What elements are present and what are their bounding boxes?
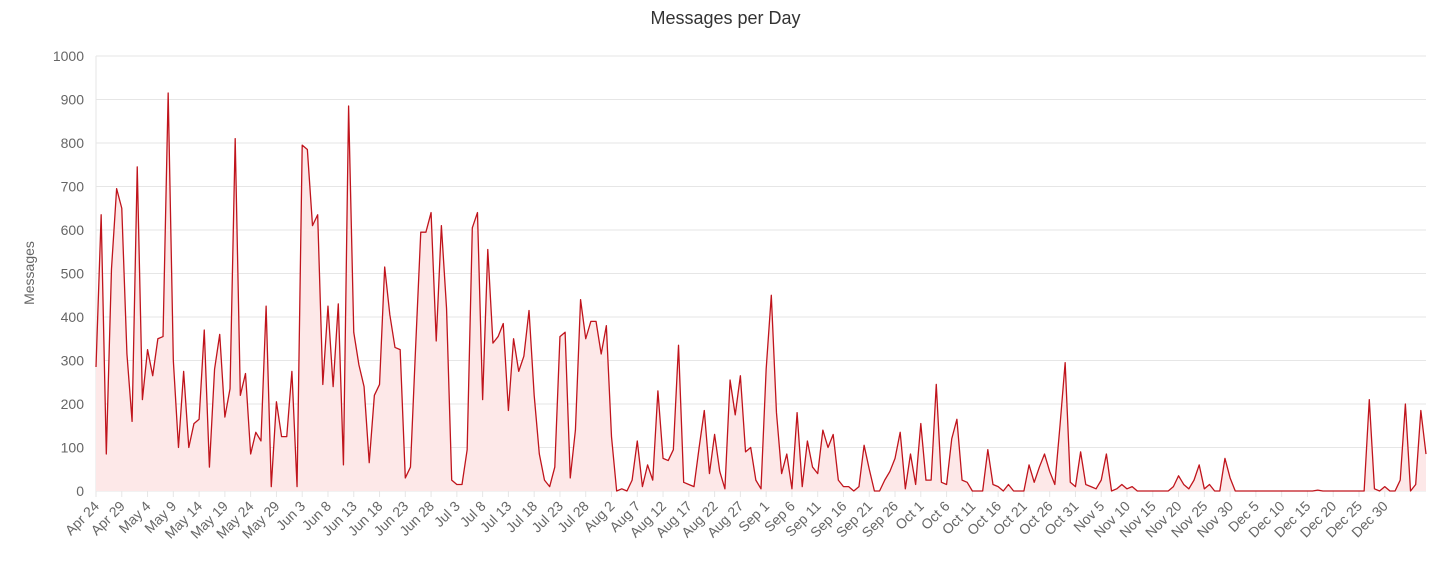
y-tick-label: 500	[61, 266, 85, 282]
chart-title: Messages per Day	[650, 8, 801, 28]
y-axis-label: Messages	[21, 241, 37, 305]
y-tick-label: 1000	[53, 48, 84, 64]
y-tick-label: 800	[61, 135, 85, 151]
y-axis-ticks: 0 100 200 300 400 500 600 700 800 900 1000	[53, 48, 84, 499]
y-tick-label: 900	[61, 92, 85, 108]
messages-series-line	[95, 92, 1427, 492]
x-tick-label: Oct 1	[892, 498, 927, 533]
y-tick-label: 200	[61, 396, 85, 412]
y-tick-label: 0	[76, 483, 84, 499]
y-tick-label: 400	[61, 309, 85, 325]
y-tick-label: 100	[61, 440, 85, 456]
x-tick-label: Jul 3	[431, 498, 463, 530]
x-tick-label: Jun 3	[273, 498, 309, 534]
grid-layer	[95, 55, 1426, 492]
y-tick-label: 300	[61, 353, 85, 369]
messages-area-fill	[96, 92, 1426, 491]
y-tick-label: 700	[61, 179, 85, 195]
y-tick-label: 600	[61, 222, 85, 238]
